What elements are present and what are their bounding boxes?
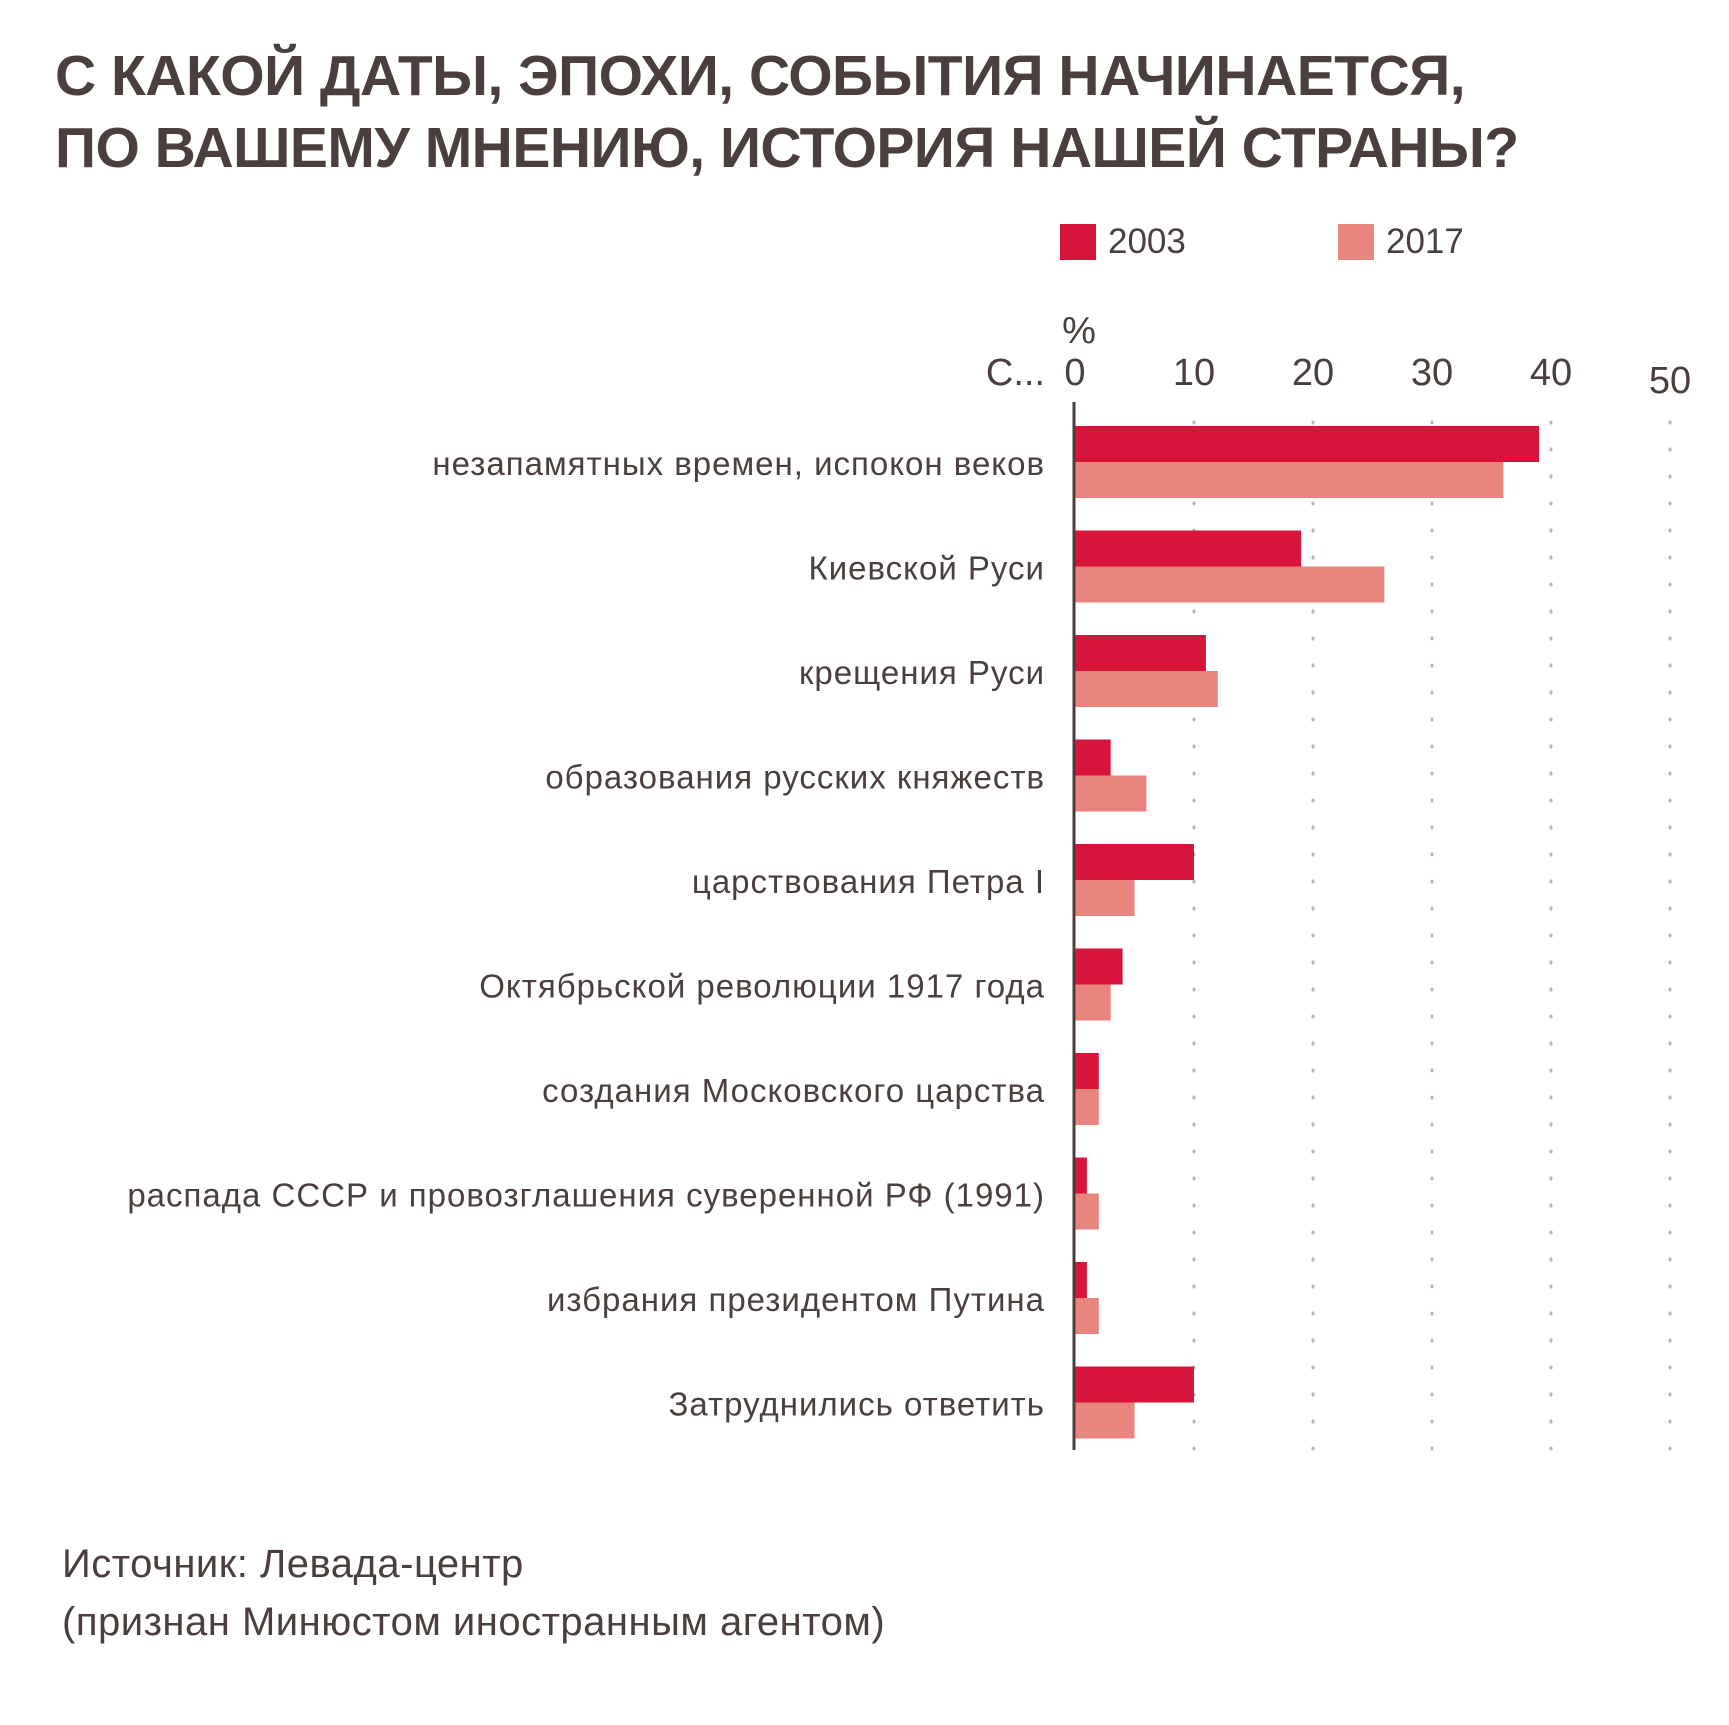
chart-title: С КАКОЙ ДАТЫ, ЭПОХИ, СОБЫТИЯ НАЧИНАЕТСЯ,…: [55, 40, 1695, 184]
source-line-1: Источник: Левада-центр: [62, 1542, 524, 1586]
bar-2003-8: [1075, 1262, 1087, 1298]
category-label-6: создания Московского царства: [542, 1072, 1045, 1109]
bar-2017-1: [1075, 566, 1385, 603]
category-label-3: образования русских княжеств: [545, 759, 1045, 796]
x-axis-unit: %: [1062, 310, 1096, 352]
bar-2017-6: [1075, 1089, 1099, 1125]
chart-title-line-2: ПО ВАШЕМУ МНЕНИЮ, ИСТОРИЯ НАШЕЙ СТРАНЫ?: [55, 116, 1519, 180]
bar-2017-2: [1075, 671, 1218, 707]
category-label-8: избрания президентом Путина: [547, 1281, 1045, 1318]
x-tick-label-20: 20: [1292, 352, 1334, 394]
legend-item-2017: 2017: [1338, 222, 1464, 262]
bar-2003-4: [1075, 844, 1194, 880]
bar-2017-3: [1075, 775, 1147, 812]
category-label-5: Октябрьской революции 1917 года: [479, 968, 1045, 1005]
category-label-0: незапамятных времен, испокон веков: [432, 445, 1045, 482]
x-tick-label-0: 0: [1064, 352, 1085, 394]
bar-2003-6: [1075, 1053, 1099, 1089]
x-tick-label-50: 50: [1649, 360, 1691, 402]
bar-2003-5: [1075, 948, 1123, 985]
bar-2003-1: [1075, 530, 1302, 567]
x-tick-label-40: 40: [1530, 352, 1572, 394]
source-note: Источник: Левада-центр (признан Минюстом…: [62, 1535, 885, 1651]
category-label-7: распада СССР и провозглашения суверенной…: [127, 1177, 1045, 1214]
category-axis-label: С...: [986, 352, 1045, 394]
legend-item-2003: 2003: [1060, 222, 1186, 262]
bar-2017-8: [1075, 1298, 1099, 1334]
chart-title-line-1: С КАКОЙ ДАТЫ, ЭПОХИ, СОБЫТИЯ НАЧИНАЕТСЯ,: [55, 44, 1466, 108]
bar-2003-9: [1075, 1366, 1194, 1403]
bar-2003-0: [1075, 426, 1540, 462]
category-label-4: царствования Петра I: [692, 863, 1045, 900]
bar-2017-4: [1075, 880, 1135, 916]
category-label-2: крещения Руси: [799, 654, 1045, 691]
legend-swatch-2017: [1338, 224, 1374, 260]
bar-2003-2: [1075, 635, 1206, 671]
legend-swatch-2003: [1060, 224, 1096, 260]
legend-label-2003: 2003: [1108, 222, 1186, 261]
bar-2017-9: [1075, 1402, 1135, 1439]
bar-2017-5: [1075, 984, 1111, 1021]
category-label-1: Киевской Руси: [808, 550, 1045, 587]
category-label-9: Затруднились ответить: [668, 1386, 1045, 1423]
bar-2003-7: [1075, 1157, 1087, 1194]
bar-2017-0: [1075, 462, 1504, 498]
bar-2017-7: [1075, 1193, 1099, 1230]
source-line-2: (признан Минюстом иностранным агентом): [62, 1600, 886, 1644]
bar-2003-3: [1075, 739, 1111, 776]
x-tick-label-10: 10: [1173, 352, 1215, 394]
x-tick-label-30: 30: [1411, 352, 1453, 394]
legend-label-2017: 2017: [1386, 222, 1464, 261]
